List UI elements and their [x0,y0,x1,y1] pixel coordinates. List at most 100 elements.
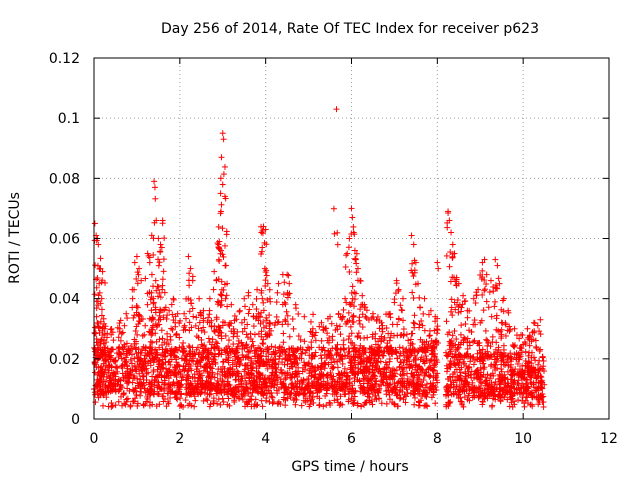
x-tick-label: 2 [175,431,184,447]
data-point-peak [157,241,164,248]
data-point [222,262,229,269]
data-point-peak [220,136,227,143]
data-point [399,307,406,314]
data-point [189,305,196,312]
data-point [337,393,344,400]
data-point [408,330,415,337]
data-point [491,303,498,310]
chart-title: Day 256 of 2014, Rate Of TEC Index for r… [161,21,539,37]
data-point [186,270,193,277]
data-point [134,304,141,311]
x-tick-label: 8 [433,431,442,447]
data-point [399,345,406,352]
data-point [245,310,252,317]
data-point-peak [159,217,166,224]
data-point-peak [146,259,153,266]
data-point [215,223,222,230]
data-point [353,269,360,276]
data-point [200,397,207,404]
data-point [350,223,357,230]
data-point [391,296,398,303]
data-point [182,397,189,404]
data-point [409,289,416,296]
data-point-peak [333,106,340,113]
data-point [239,352,246,359]
data-point [164,330,171,337]
data-point [410,319,417,326]
data-point [443,252,450,259]
data-point-peak [530,319,537,326]
data-point [246,306,253,313]
data-point [280,339,287,346]
y-tick-label: 0.08 [49,171,80,187]
data-point [185,343,192,350]
data-point [219,395,226,402]
data-point [269,399,276,406]
data-point [110,337,117,344]
data-point [259,295,266,302]
data-point [142,322,149,329]
data-points [91,106,548,410]
data-point [188,300,195,307]
data-point-peak [421,295,428,302]
data-point [108,325,115,332]
data-point-peak [170,295,177,302]
data-point [301,359,308,366]
data-point-peak [301,313,308,320]
data-point [536,348,543,355]
data-point [443,318,450,325]
data-point [205,314,212,321]
data-point [482,286,489,293]
data-point [134,400,141,407]
data-point [259,340,266,347]
data-point-peak [91,220,98,227]
data-point [458,398,465,405]
data-point [280,330,287,337]
data-point [411,320,418,327]
data-point-peak [154,283,161,290]
data-point [539,353,546,360]
data-point [482,327,489,334]
data-point [217,401,224,408]
data-point-peak [395,286,402,293]
data-point [295,310,302,317]
data-point [362,313,369,320]
y-axis-label: ROTI / TECUs [7,192,23,284]
data-point [364,334,371,341]
data-point [243,331,250,338]
data-point [190,313,197,320]
data-point [446,263,453,270]
data-point [318,337,325,344]
data-point [236,308,243,315]
data-point [115,354,122,361]
data-point [331,230,338,237]
data-point [410,295,417,302]
data-point [488,403,495,410]
data-point [225,395,232,402]
data-point [378,400,385,407]
data-point [117,351,124,358]
data-point [158,327,165,334]
y-tick-label: 0 [71,412,80,428]
data-point [540,403,547,410]
data-point [349,283,356,290]
data-point [97,255,104,262]
data-point [448,296,455,303]
data-point [220,399,227,406]
data-point [273,299,280,306]
data-point-peak [434,259,441,266]
data-point [144,301,151,308]
data-point [307,318,314,325]
data-point [432,400,439,407]
data-point [290,325,297,332]
data-point [161,235,168,242]
data-point-peak [460,292,467,299]
data-point [341,365,348,372]
data-point [170,317,177,324]
data-point [399,317,406,324]
data-point [156,259,163,266]
data-point [218,201,225,208]
data-point [197,363,204,370]
data-point [124,315,131,322]
data-point [169,326,176,333]
